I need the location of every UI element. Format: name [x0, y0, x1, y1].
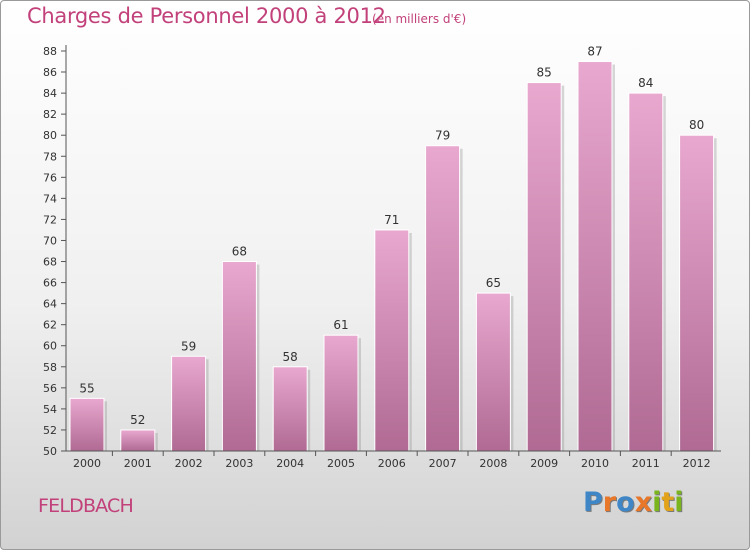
y-tick-label-52: 52	[43, 424, 57, 437]
data-label-2002: 59	[181, 339, 196, 353]
data-label-2009: 85	[537, 66, 552, 80]
x-tick-label-2004: 2004	[276, 457, 304, 470]
x-tick-label-2011: 2011	[632, 457, 660, 470]
bar-2005	[323, 334, 359, 452]
x-tick-label-2010: 2010	[581, 457, 609, 470]
bar-2012	[679, 134, 715, 452]
y-tick-label-68: 68	[43, 256, 57, 269]
y-tick-label-50: 50	[43, 445, 57, 458]
proxiti-logo: Proxiti	[583, 487, 684, 523]
logo-letter: r	[602, 487, 617, 518]
axes-group	[61, 45, 721, 456]
bar-2010	[577, 61, 613, 452]
y-tick-label-84: 84	[43, 87, 57, 100]
data-label-2011: 84	[638, 76, 653, 90]
y-tick-label-80: 80	[43, 129, 57, 142]
y-tick-label-76: 76	[43, 171, 57, 184]
chart-subtitle: (en milliers d'€)	[372, 12, 467, 26]
bar-2008	[475, 292, 511, 452]
x-tick-label-2003: 2003	[225, 457, 253, 470]
bar-2009	[526, 82, 562, 452]
y-tick-label-74: 74	[43, 192, 57, 205]
bar-2006	[374, 229, 410, 452]
bar-2007	[425, 145, 461, 452]
x-tick-label-2008: 2008	[479, 457, 507, 470]
bars-group	[69, 61, 717, 452]
data-label-2012: 80	[689, 118, 704, 132]
data-label-2004: 58	[283, 350, 298, 364]
logo-letter: P	[583, 487, 603, 518]
data-label-2007: 79	[435, 129, 450, 143]
y-tick-label-58: 58	[43, 361, 57, 374]
data-label-2005: 61	[333, 318, 348, 332]
chart-title: Charges de Personnel 2000 à 2012	[27, 4, 386, 28]
x-tick-label-2001: 2001	[124, 457, 152, 470]
y-tick-label-60: 60	[43, 340, 57, 353]
logo-letter: i	[674, 487, 684, 518]
data-label-2001: 52	[130, 413, 145, 427]
y-tick-label-82: 82	[43, 108, 57, 121]
x-tick-label-2009: 2009	[530, 457, 558, 470]
x-tick-label-2005: 2005	[327, 457, 355, 470]
y-tick-label-64: 64	[43, 298, 57, 311]
bar-2002	[171, 355, 207, 452]
bar-2011	[628, 92, 664, 452]
bar-2001	[120, 429, 156, 452]
bar-2003	[221, 261, 257, 452]
commune-name: FELDBACH	[38, 495, 134, 517]
data-label-2008: 65	[486, 276, 501, 290]
data-label-2003: 68	[232, 245, 247, 259]
logo-letter: x	[634, 487, 653, 518]
y-tick-label-54: 54	[43, 403, 57, 416]
bar-2000	[69, 397, 105, 452]
x-tick-label-2007: 2007	[429, 457, 457, 470]
bar-2004	[272, 366, 308, 452]
logo-letter: o	[616, 487, 635, 518]
data-label-2010: 87	[587, 45, 602, 59]
x-tick-label-2006: 2006	[378, 457, 406, 470]
y-tick-label-72: 72	[43, 213, 57, 226]
y-tick-label-78: 78	[43, 150, 57, 163]
y-tick-label-86: 86	[43, 66, 57, 79]
x-tick-label-2000: 2000	[73, 457, 101, 470]
data-label-2000: 55	[79, 381, 94, 395]
y-tick-label-70: 70	[43, 234, 57, 247]
labels-group: 55 52 59 68 58 61 71 79 65 85 87 84 80 50 52 54 56 58 60 62…	[43, 45, 711, 470]
x-tick-label-2002: 2002	[175, 457, 203, 470]
y-tick-label-88: 88	[43, 45, 57, 58]
data-label-2006: 71	[384, 213, 399, 227]
y-tick-label-62: 62	[43, 319, 57, 332]
x-tick-label-2012: 2012	[683, 457, 711, 470]
y-tick-label-56: 56	[43, 382, 57, 395]
y-tick-label-66: 66	[43, 277, 57, 290]
logo-letter: t	[661, 487, 675, 518]
logo-letter: i	[652, 487, 662, 518]
